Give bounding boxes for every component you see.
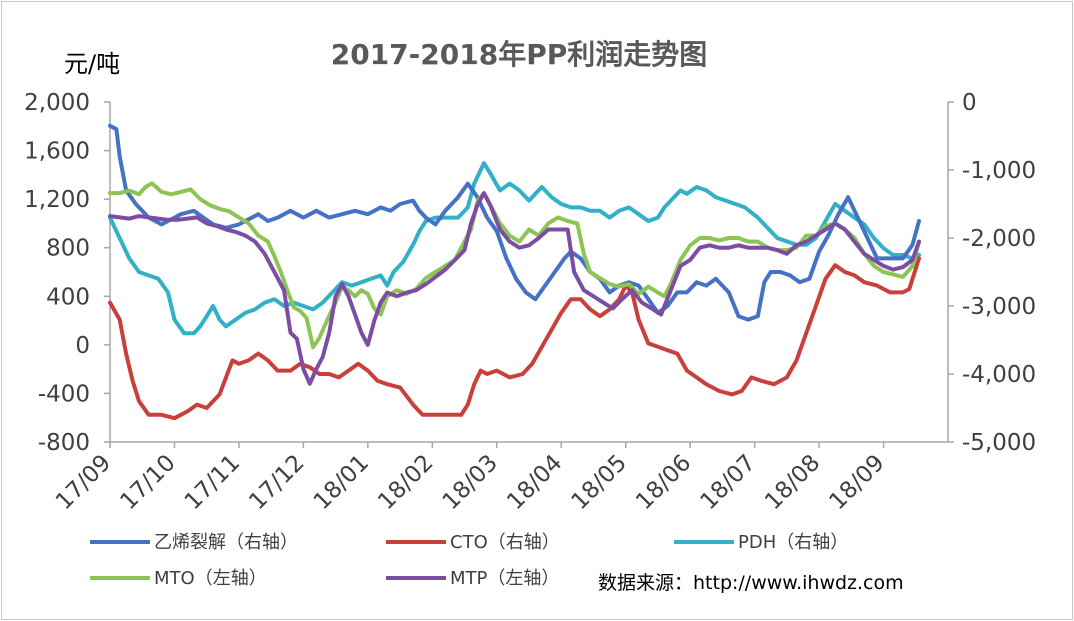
series-line-1: [108, 256, 921, 421]
series-line-2: [108, 161, 921, 336]
source-note: 数据来源：http://www.ihwdz.com: [598, 572, 904, 594]
left-tick-label: 2,000: [24, 90, 90, 116]
x-tick-label: 17/10: [115, 450, 180, 515]
left-tick-label: 0: [75, 333, 90, 359]
x-tick-label: 17/11: [180, 450, 245, 515]
series-layer: [108, 123, 921, 421]
x-tick-label: 18/08: [760, 450, 825, 515]
x-tick-label: 18/06: [631, 450, 696, 515]
right-tick-label: -4,000: [962, 362, 1036, 388]
x-tick-label: 18/09: [825, 450, 890, 515]
x-tick-label: 18/02: [373, 450, 438, 515]
chart-title: 2017-2018年PP利润走势图: [331, 38, 708, 71]
left-tick-label: 400: [46, 284, 90, 310]
x-tick-label: 18/01: [309, 450, 374, 515]
x-tick-label: 17/12: [244, 450, 309, 515]
legend: 乙烯裂解（右轴） CTO（右轴） PDH（右轴） MTO（左轴） MTP（左轴）: [90, 532, 848, 589]
left-tick-label: -800: [38, 430, 90, 456]
right-tick-label: -5,000: [962, 430, 1036, 456]
right-tick-label: -2,000: [962, 226, 1036, 252]
x-tick-label: 18/04: [502, 450, 567, 515]
left-tick-label: -400: [38, 381, 90, 407]
x-tick-label: 17/09: [51, 450, 116, 515]
right-tick-label: -1,000: [962, 158, 1036, 184]
legend-label: PDH（右轴）: [738, 532, 848, 553]
x-tick-label: 18/03: [438, 450, 503, 515]
left-tick-label: 1,200: [24, 187, 90, 213]
series-line-0: [108, 123, 921, 322]
y-axis-unit-label: 元/吨: [64, 50, 120, 78]
legend-label: CTO（右轴）: [450, 532, 560, 553]
x-tick-label: 18/05: [567, 450, 632, 515]
legend-label: 乙烯裂解（右轴）: [154, 532, 298, 553]
legend-label: MTO（左轴）: [154, 568, 267, 589]
right-tick-label: 0: [962, 90, 977, 116]
axes: 2,000 1,600 1,200 800 400 0 -400 -800 0 -1,000 -2,…: [24, 90, 1036, 515]
series-line-4: [108, 191, 921, 386]
x-tick-label: 18/07: [696, 450, 761, 515]
legend-label: MTP（左轴）: [450, 568, 559, 589]
right-tick-label: -3,000: [962, 294, 1036, 320]
left-tick-label: 1,600: [24, 139, 90, 165]
left-tick-label: 800: [46, 236, 90, 262]
